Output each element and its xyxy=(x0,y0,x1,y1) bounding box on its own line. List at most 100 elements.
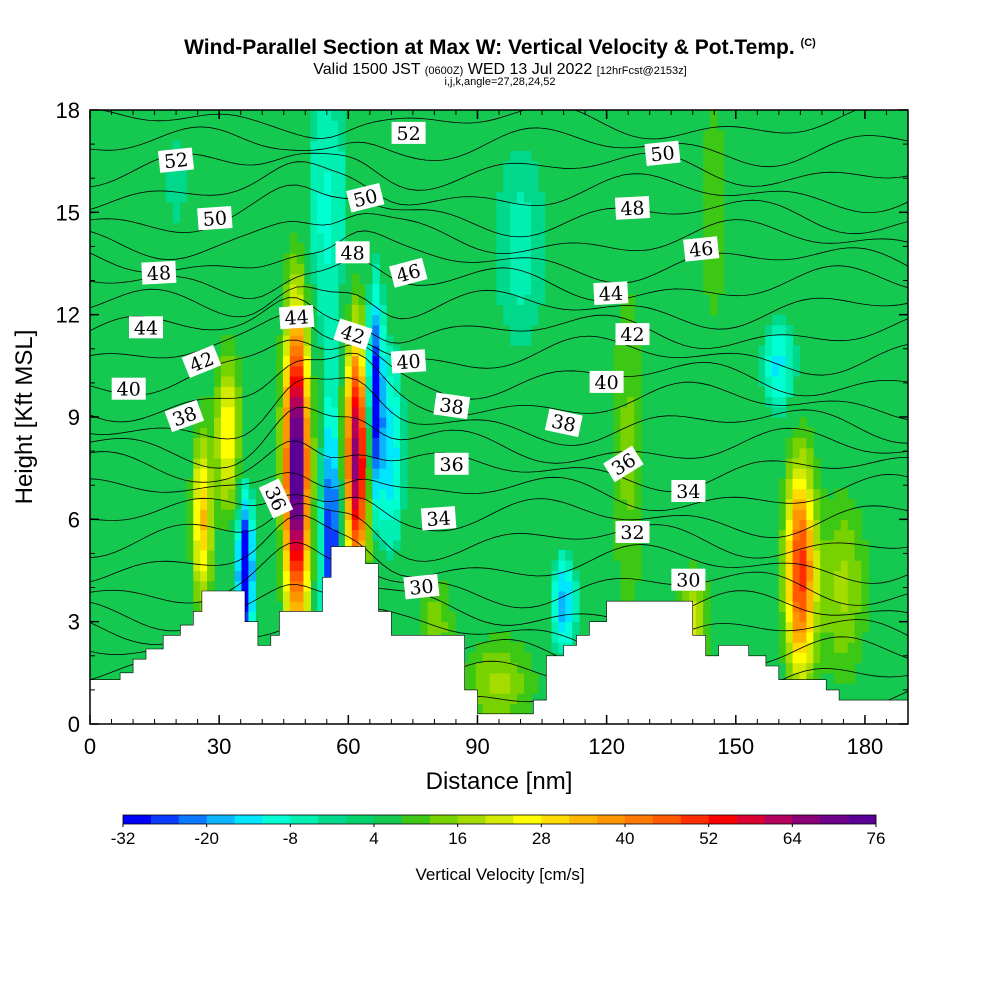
field-cell xyxy=(241,519,249,531)
field-cell xyxy=(710,273,718,285)
valid-time-utc: (0600Z) xyxy=(424,65,464,77)
field-cell xyxy=(165,181,174,193)
theta-contour-line xyxy=(90,514,908,584)
field-cell xyxy=(338,417,346,428)
field-cell xyxy=(331,263,339,275)
field-cell xyxy=(517,171,525,183)
field-cell xyxy=(530,232,539,244)
contour-label: 38 xyxy=(544,408,583,438)
field-cell xyxy=(393,406,401,418)
x-tick-label: 30 xyxy=(207,734,231,759)
x-axis-title: Distance [nm] xyxy=(426,768,573,795)
field-cell xyxy=(282,488,291,500)
field-cell xyxy=(613,355,621,367)
field-cell xyxy=(358,406,367,418)
field-cell xyxy=(310,488,318,500)
field-cell xyxy=(813,611,821,623)
field-cell xyxy=(172,181,181,193)
field-cell xyxy=(289,376,298,387)
field-cell xyxy=(379,437,387,449)
field-cell xyxy=(358,345,367,357)
field-cell xyxy=(799,509,807,520)
field-cell xyxy=(517,662,525,674)
field-cell xyxy=(310,130,318,142)
field-cell xyxy=(703,611,711,623)
colorbar-swatch xyxy=(318,815,347,824)
field-cell xyxy=(207,396,215,408)
field-cell xyxy=(227,478,236,490)
field-cell xyxy=(620,386,628,398)
contour-label: 50 xyxy=(644,140,681,167)
y-tick-label: 6 xyxy=(68,507,80,532)
field-cell xyxy=(778,509,787,520)
field-cell xyxy=(296,263,305,275)
field-cell xyxy=(524,212,532,224)
field-cell xyxy=(303,488,311,500)
field-cell xyxy=(489,672,497,684)
field-cell xyxy=(227,427,236,438)
field-cell xyxy=(758,365,766,377)
field-cell xyxy=(331,509,339,520)
colorbar-title: Vertical Velocity [cm/s] xyxy=(415,865,584,884)
field-cell xyxy=(282,519,291,531)
field-cell xyxy=(310,519,318,531)
field-cell xyxy=(338,150,346,162)
field-cell xyxy=(613,509,621,520)
field-cell xyxy=(365,417,373,428)
field-cell xyxy=(393,509,401,520)
field-cell xyxy=(565,570,573,582)
field-cell xyxy=(386,396,394,408)
field-cell xyxy=(365,335,373,346)
contour-label: 38 xyxy=(433,392,471,419)
field-cell xyxy=(772,376,780,387)
field-cell xyxy=(331,345,339,357)
field-cell xyxy=(634,427,642,438)
field-cell xyxy=(710,120,718,131)
field-cell xyxy=(510,222,518,234)
field-cell xyxy=(530,683,539,694)
field-cell xyxy=(833,519,842,531)
theta-contour-line xyxy=(90,297,908,349)
field-cell xyxy=(351,355,360,367)
field-cell xyxy=(806,457,814,469)
field-cell xyxy=(331,222,339,234)
field-cell xyxy=(303,427,311,438)
field-cell xyxy=(861,621,869,633)
field-cell xyxy=(351,529,360,541)
x-axis: 0 30 60 90 120 150 180 xyxy=(84,110,909,759)
field-cell xyxy=(634,396,642,408)
field-cell xyxy=(220,447,229,459)
field-cell xyxy=(200,447,208,459)
field-cell xyxy=(358,488,367,500)
field-cell xyxy=(344,417,353,428)
theta-contour-line xyxy=(99,110,858,140)
field-cell xyxy=(372,386,380,398)
field-cell xyxy=(462,662,470,674)
field-cell xyxy=(806,550,814,561)
field-cell xyxy=(400,427,408,438)
field-cell xyxy=(241,509,249,520)
field-cell xyxy=(234,417,243,428)
field-cell xyxy=(716,284,725,295)
field-cell xyxy=(227,488,236,500)
field-cell xyxy=(634,447,642,459)
field-cell xyxy=(331,457,339,469)
field-cell xyxy=(386,427,394,438)
field-cell xyxy=(248,498,256,510)
colorbar-tick-label: 16 xyxy=(448,829,467,848)
field-cell xyxy=(310,570,318,582)
field-cell xyxy=(214,386,222,398)
field-cell xyxy=(310,539,318,551)
field-cell xyxy=(448,621,456,633)
field-cell xyxy=(785,519,794,531)
field-cell xyxy=(634,345,642,357)
field-cell xyxy=(530,294,539,305)
field-cell xyxy=(282,427,291,438)
field-cell xyxy=(703,191,711,203)
field-cell xyxy=(840,570,849,582)
field-cell xyxy=(524,284,532,295)
field-cell xyxy=(331,181,339,193)
field-cell xyxy=(716,243,725,254)
field-cell xyxy=(324,355,332,367)
field-cell xyxy=(468,683,477,694)
